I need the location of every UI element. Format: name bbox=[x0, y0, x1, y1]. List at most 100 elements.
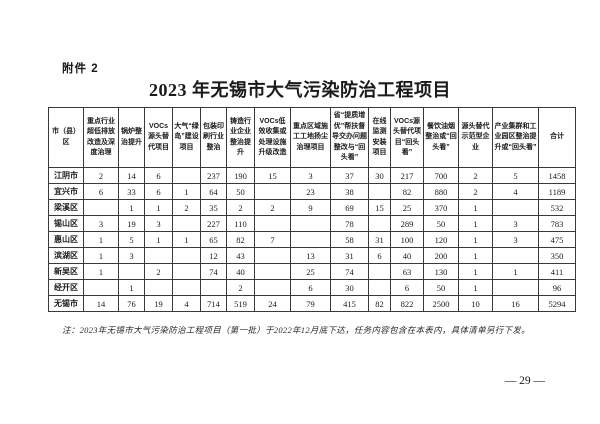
value-cell: 35 bbox=[200, 199, 227, 216]
value-cell: 237 bbox=[200, 167, 227, 184]
value-cell bbox=[144, 279, 173, 296]
value-cell bbox=[254, 215, 291, 232]
value-cell bbox=[368, 263, 391, 280]
value-cell: 2 bbox=[83, 167, 119, 184]
value-cell: 33 bbox=[118, 183, 145, 200]
value-cell: 822 bbox=[390, 295, 424, 312]
value-cell bbox=[254, 279, 291, 296]
value-cell: 10 bbox=[458, 295, 493, 312]
value-cell bbox=[172, 263, 201, 280]
value-cell: 74 bbox=[200, 263, 227, 280]
value-cell: 217 bbox=[390, 167, 424, 184]
value-cell: 4 bbox=[492, 183, 539, 200]
column-header: 餐饮油烟整治或“回头看” bbox=[423, 107, 459, 168]
value-cell bbox=[118, 263, 145, 280]
column-header: 市（县）区 bbox=[48, 107, 84, 168]
projects-table: 市（县）区 重点行业超低排放改造及深度治理 锅炉整治提升 VOCs源头替代项目 大气“绿… bbox=[48, 107, 576, 312]
value-cell bbox=[492, 279, 539, 296]
value-cell: 714 bbox=[200, 295, 227, 312]
value-cell: 65 bbox=[200, 231, 227, 248]
value-cell: 6 bbox=[368, 247, 391, 264]
column-header: VOCs源头替代项目“回头看” bbox=[390, 107, 424, 168]
value-cell: 1 bbox=[83, 263, 119, 280]
value-cell: 15 bbox=[254, 167, 291, 184]
page-number: — 29 — bbox=[504, 375, 545, 387]
value-cell: 120 bbox=[423, 231, 459, 248]
value-cell: 2 bbox=[172, 199, 201, 216]
value-cell: 6 bbox=[144, 183, 173, 200]
value-cell: 2 bbox=[254, 199, 291, 216]
table-footnote: 注：2023年无锡市大气污染防治工程项目（第一批）于2022年12月底下达，任务… bbox=[62, 325, 530, 335]
value-cell: 6 bbox=[83, 183, 119, 200]
column-header: VOCs源头替代项目 bbox=[144, 107, 173, 168]
value-cell: 2 bbox=[458, 167, 493, 184]
value-cell: 4 bbox=[172, 295, 201, 312]
value-cell: 19 bbox=[144, 295, 173, 312]
value-cell: 2500 bbox=[423, 295, 459, 312]
value-cell: 475 bbox=[538, 231, 576, 248]
value-cell: 78 bbox=[330, 215, 369, 232]
region-cell: 新吴区 bbox=[48, 263, 84, 280]
value-cell: 24 bbox=[254, 295, 291, 312]
projects-table-container: 市（县）区 重点行业超低排放改造及深度治理 锅炉整治提升 VOCs源头替代项目 大气“绿… bbox=[48, 107, 576, 312]
value-cell bbox=[144, 247, 173, 264]
value-cell: 1 bbox=[458, 199, 493, 216]
value-cell: 1 bbox=[492, 263, 539, 280]
value-cell: 700 bbox=[423, 167, 459, 184]
value-cell: 31 bbox=[330, 247, 369, 264]
value-cell: 1 bbox=[458, 247, 493, 264]
value-cell bbox=[368, 215, 391, 232]
value-cell: 14 bbox=[83, 295, 119, 312]
table-row: 经开区 1 2 6 30 6 50 1 96 bbox=[48, 279, 576, 296]
value-cell: 76 bbox=[118, 295, 145, 312]
value-cell: 3 bbox=[492, 215, 539, 232]
value-cell bbox=[172, 215, 201, 232]
column-header: 大气“绿岛”建设项目 bbox=[172, 107, 201, 168]
value-cell: 40 bbox=[226, 263, 255, 280]
region-cell: 江阴市 bbox=[48, 167, 84, 184]
value-cell: 13 bbox=[290, 247, 331, 264]
region-cell: 锡山区 bbox=[48, 215, 84, 232]
value-cell bbox=[200, 279, 227, 296]
table-row: 无锡市 14 76 19 4 714 519 24 79 415 82 822 2500 10 16 5294 bbox=[48, 295, 576, 312]
value-cell: 200 bbox=[423, 247, 459, 264]
value-cell: 227 bbox=[200, 215, 227, 232]
value-cell: 40 bbox=[390, 247, 424, 264]
value-cell: 415 bbox=[330, 295, 369, 312]
value-cell: 50 bbox=[423, 215, 459, 232]
value-cell: 25 bbox=[390, 199, 424, 216]
column-header: 包装印刷行业整治 bbox=[200, 107, 227, 168]
value-cell: 1 bbox=[144, 199, 173, 216]
value-cell: 350 bbox=[538, 247, 576, 264]
value-cell: 64 bbox=[200, 183, 227, 200]
value-cell: 5 bbox=[492, 167, 539, 184]
value-cell: 14 bbox=[118, 167, 145, 184]
value-cell: 5 bbox=[118, 231, 145, 248]
table-row: 惠山区 1 5 1 1 65 82 7 58 31 100 120 1 3 475 bbox=[48, 231, 576, 248]
value-cell: 1 bbox=[172, 183, 201, 200]
value-cell: 2 bbox=[226, 279, 255, 296]
value-cell: 783 bbox=[538, 215, 576, 232]
column-header: 锅炉整治提升 bbox=[118, 107, 145, 168]
value-cell: 1 bbox=[458, 215, 493, 232]
value-cell: 880 bbox=[423, 183, 459, 200]
table-row: 江阴市 2 14 6 237 190 15 3 37 30 217 700 2 5 1458 bbox=[48, 167, 576, 184]
value-cell bbox=[83, 279, 119, 296]
column-header: 源头替代示范型企业 bbox=[458, 107, 493, 168]
column-header: 产业集群和工业园区整治提升或“回头看” bbox=[492, 107, 539, 168]
value-cell: 23 bbox=[290, 183, 331, 200]
value-cell: 1 bbox=[172, 231, 201, 248]
value-cell: 110 bbox=[226, 215, 255, 232]
value-cell: 5294 bbox=[538, 295, 576, 312]
value-cell: 3 bbox=[492, 231, 539, 248]
value-cell: 1 bbox=[458, 279, 493, 296]
value-cell: 16 bbox=[492, 295, 539, 312]
column-header: 重点行业超低排放改造及深度治理 bbox=[83, 107, 119, 168]
value-cell: 7 bbox=[254, 231, 291, 248]
value-cell: 31 bbox=[368, 231, 391, 248]
value-cell: 37 bbox=[330, 167, 369, 184]
value-cell: 58 bbox=[330, 231, 369, 248]
column-header: 合计 bbox=[538, 107, 576, 168]
value-cell: 370 bbox=[423, 199, 459, 216]
value-cell bbox=[368, 279, 391, 296]
